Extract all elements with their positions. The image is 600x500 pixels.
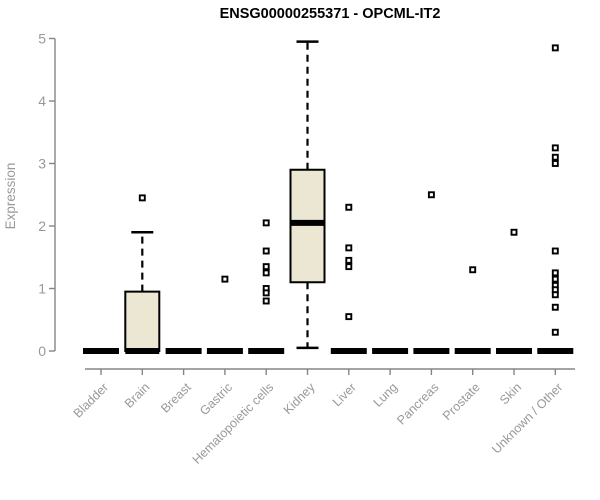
category-label: Gastric — [197, 380, 235, 418]
category-label: Brain — [122, 380, 153, 411]
category-label: Liver — [330, 380, 359, 409]
outlier-point — [345, 313, 353, 321]
outlier-point — [345, 203, 353, 211]
outlier-point — [551, 247, 559, 255]
outlier-point — [551, 269, 559, 277]
outlier-point — [345, 263, 353, 271]
plot-area: 0 1 2 3 4 5 Bladder Brain Breast GastricHematopoi… — [38, 31, 575, 467]
outlier-point — [138, 194, 146, 202]
category-label: Pancreas — [394, 380, 441, 427]
category-label: Skin — [497, 380, 524, 407]
outlier-point — [551, 275, 559, 283]
outlier-point — [262, 263, 270, 271]
category-label: Prostate — [440, 380, 483, 423]
category-label: Lung — [371, 380, 401, 410]
outlier-point — [262, 269, 270, 277]
outlier-point — [510, 228, 518, 236]
outlier-point — [469, 266, 477, 274]
y-tick-label: 4 — [38, 93, 46, 109]
category-label: Breast — [158, 380, 194, 416]
category-label: Kidney — [281, 380, 318, 417]
outlier-point — [551, 144, 559, 152]
category-label: Unknown / Other — [489, 380, 565, 456]
outlier-point — [551, 153, 559, 161]
outlier-point — [551, 328, 559, 336]
y-axis-label: Expression — [3, 163, 18, 230]
y-tick-label: 2 — [38, 218, 46, 234]
y-tick-label: 3 — [38, 156, 46, 172]
outlier-point — [551, 303, 559, 311]
outlier-point — [262, 247, 270, 255]
iqr-box — [124, 290, 161, 352]
y-tick-label: 5 — [38, 31, 46, 47]
category-label: Hematopoietic cells — [190, 380, 277, 467]
category-label: Bladder — [71, 380, 111, 420]
outlier-point — [427, 191, 435, 199]
outlier-point — [221, 275, 229, 283]
outlier-point — [262, 289, 270, 297]
outlier-point — [262, 219, 270, 227]
iqr-box — [289, 168, 326, 284]
outlier-point — [262, 297, 270, 305]
y-tick-label: 0 — [38, 343, 46, 359]
outlier-point — [345, 244, 353, 252]
outlier-point — [551, 44, 559, 52]
outlier-point — [551, 291, 559, 299]
outlier-point — [551, 160, 559, 167]
y-tick-label: 1 — [38, 281, 46, 297]
chart-title: ENSG00000255371 - OPCML-IT2 — [220, 6, 441, 22]
outlier-point — [345, 256, 353, 264]
